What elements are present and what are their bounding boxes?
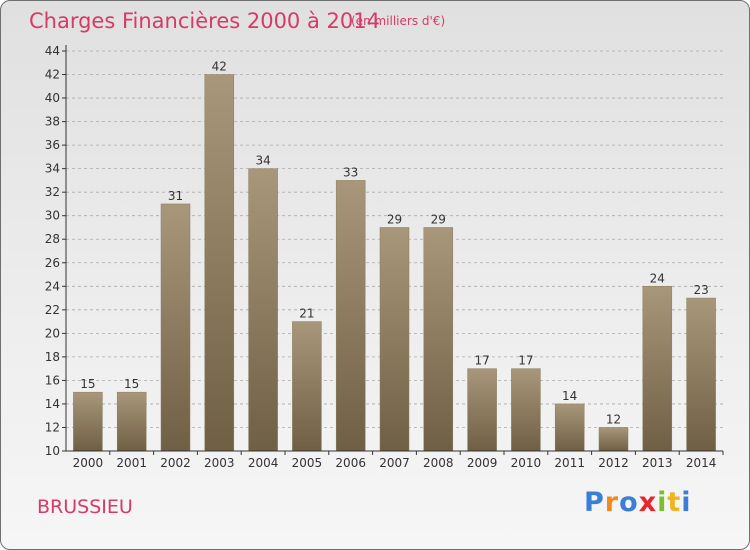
x-tick-label: 2003 <box>204 456 235 470</box>
x-tick-label: 2005 <box>292 456 323 470</box>
bar-value-label: 17 <box>518 354 533 368</box>
y-tick-label: 22 <box>45 303 60 317</box>
bar <box>248 168 278 452</box>
logo-letter: o <box>619 487 639 518</box>
bar <box>554 403 585 452</box>
y-tick-label: 30 <box>45 209 60 223</box>
x-tick-label: 2011 <box>554 456 585 470</box>
bar-value-label: 33 <box>343 165 358 179</box>
logo-letter: P <box>584 487 605 518</box>
bar <box>467 368 497 452</box>
logo-letter: i <box>681 487 692 518</box>
y-tick-label: 38 <box>45 115 60 129</box>
bar-value-label: 15 <box>124 377 139 391</box>
bar-value-label: 21 <box>299 307 314 321</box>
bar-value-label: 12 <box>606 412 621 426</box>
x-tick-label: 2013 <box>642 456 673 470</box>
bar-value-label: 17 <box>474 354 489 368</box>
y-tick-label: 32 <box>45 185 60 199</box>
bar <box>335 180 366 452</box>
bar <box>73 391 103 452</box>
logo-letter: x <box>638 487 658 518</box>
bar-value-label: 29 <box>387 212 402 226</box>
bar-value-label: 23 <box>693 283 708 297</box>
x-tick-label: 2002 <box>160 456 191 470</box>
y-tick-label: 14 <box>45 397 60 411</box>
x-tick-label: 2012 <box>598 456 629 470</box>
bar <box>686 297 716 452</box>
bar <box>598 427 629 452</box>
x-tick-label: 2001 <box>116 456 147 470</box>
x-tick-label: 2014 <box>686 456 717 470</box>
chart-subtitle: (en milliers d'€) <box>351 14 446 28</box>
bar <box>160 203 191 452</box>
x-tick-label: 2008 <box>423 456 454 470</box>
bar-value-label: 15 <box>80 377 95 391</box>
y-tick-label: 16 <box>45 373 60 387</box>
bar-value-label: 42 <box>212 60 227 74</box>
y-tick-label: 12 <box>45 420 60 434</box>
logo-letter: t <box>667 487 682 518</box>
y-tick-label: 18 <box>45 350 60 364</box>
x-tick-label: 2007 <box>379 456 410 470</box>
bar <box>292 321 322 452</box>
y-tick-label: 40 <box>45 91 60 105</box>
y-tick-label: 42 <box>45 68 60 82</box>
y-tick-label: 28 <box>45 232 60 246</box>
logo-letter: i <box>657 487 668 518</box>
bar-value-label: 34 <box>255 154 270 168</box>
bar <box>423 227 454 452</box>
bar <box>379 227 410 452</box>
proxiti-logo[interactable]: Proxiti <box>584 487 692 518</box>
x-tick-label: 2000 <box>73 456 104 470</box>
logo-letter: r <box>604 487 620 518</box>
y-tick-label: 24 <box>45 279 60 293</box>
y-tick-label: 34 <box>45 162 60 176</box>
bar-value-label: 29 <box>431 212 446 226</box>
y-tick-label: 20 <box>45 326 60 340</box>
x-tick-label: 2010 <box>511 456 542 470</box>
bar-value-label: 24 <box>650 271 665 285</box>
bar <box>511 368 541 452</box>
x-tick-label: 2009 <box>467 456 498 470</box>
y-tick-label: 36 <box>45 138 60 152</box>
x-tick-label: 2004 <box>248 456 279 470</box>
bar-value-label: 14 <box>562 389 577 403</box>
y-tick-label: 26 <box>45 256 60 270</box>
bar <box>642 286 673 452</box>
bar <box>116 391 147 452</box>
chart-title: Charges Financières 2000 à 2014 <box>29 9 380 33</box>
bar <box>204 74 235 452</box>
x-tick-label: 2006 <box>335 456 366 470</box>
y-tick-label: 10 <box>45 444 60 458</box>
commune-name: BRUSSIEU <box>37 496 133 518</box>
y-tick-label: 44 <box>45 44 60 58</box>
bar-value-label: 31 <box>168 189 183 203</box>
